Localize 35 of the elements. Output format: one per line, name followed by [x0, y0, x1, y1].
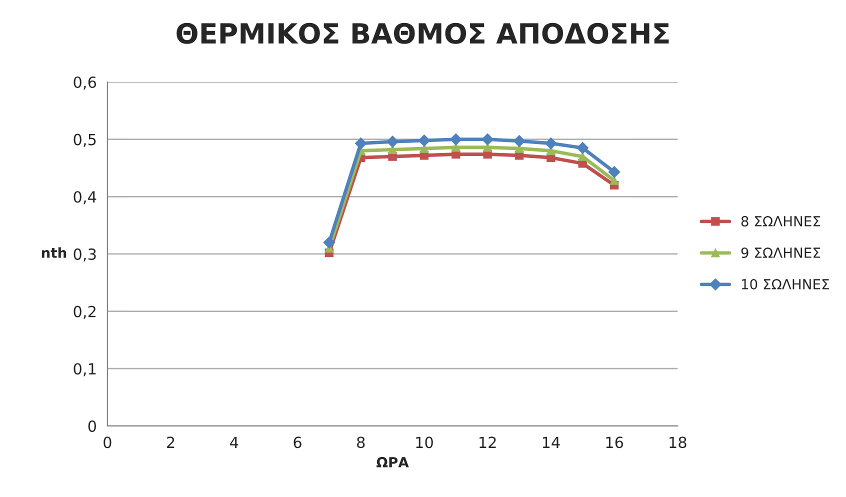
x-tick-label: 12	[480, 436, 496, 448]
y-tick-label: 0,2	[74, 306, 96, 319]
x-tick-label: 16	[606, 436, 624, 448]
point	[354, 137, 367, 150]
point	[452, 143, 460, 152]
point	[450, 133, 462, 146]
y-tick-label: 0,4	[74, 191, 96, 204]
point	[323, 236, 336, 248]
x-tick-label: 6	[294, 436, 302, 448]
legend-label: 10 ΣΩΛΗΝΕΣ	[742, 278, 829, 290]
point	[386, 136, 398, 148]
x-tick-label: 0	[104, 436, 112, 448]
x-tick-label: 14	[542, 436, 560, 448]
point	[513, 135, 526, 147]
point	[482, 133, 494, 146]
x-tick-label: 8	[357, 436, 365, 448]
point	[608, 166, 620, 178]
x-tick-label: 4	[230, 436, 238, 448]
y-tick-label: 0,5	[74, 134, 96, 147]
point	[545, 137, 557, 150]
x-tick-label: 18	[670, 436, 686, 448]
x-tick-label: 10	[416, 436, 433, 448]
y-axis-title: nth	[42, 247, 66, 258]
point	[610, 176, 619, 185]
x-tick-label: 2	[167, 436, 174, 448]
y-tick-label: 0,6	[74, 76, 96, 90]
y-tick-label: 0	[88, 420, 96, 432]
x-axis-title: ΩΡΑ	[376, 456, 409, 468]
point	[418, 134, 430, 146]
y-tick-label: 0,3	[74, 248, 96, 262]
legend-label: 9 ΣΩΛΗΝΕΣ	[741, 247, 820, 258]
point	[576, 142, 589, 154]
y-tick-label: 0,1	[74, 363, 96, 376]
legend-label: 8 ΣΩΛΗΝΕΣ	[741, 216, 820, 226]
chart-title: ΘΕΡΜΙΚΟΣ ΒΑΘΜΟΣ ΑΠΟΔΟΣΗΣ	[176, 22, 669, 44]
